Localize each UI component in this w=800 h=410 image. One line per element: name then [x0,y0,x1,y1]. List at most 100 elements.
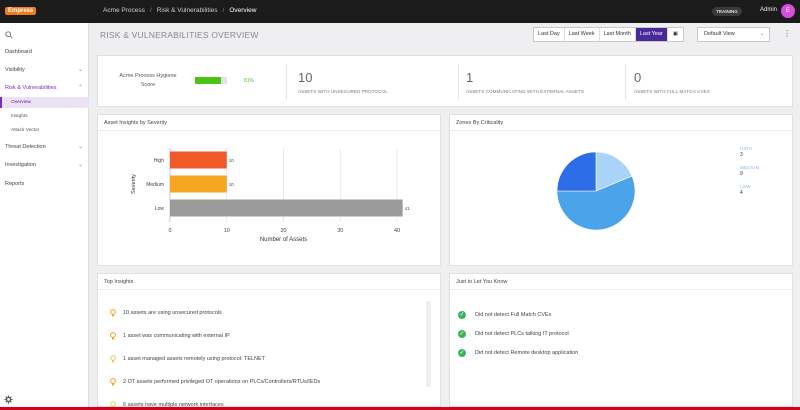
bar-low[interactable] [170,199,403,217]
legend-item-medium: MEDIUM 9 [740,165,759,177]
card-title: Top Insights [104,279,134,285]
x-axis-label: Number of Assets [260,237,307,243]
kpi-cves-value[interactable]: 0 [634,70,642,85]
kpi-external-value[interactable]: 1 [466,70,474,85]
legend-item-high: HIGH 3 [740,146,752,158]
sidebar-subitem-overview[interactable]: Overview [0,97,89,108]
view-select[interactable]: Default View ⌄ [697,27,770,42]
lightbulb-icon [110,378,116,386]
bar-value-label: 41 [405,206,411,211]
kpi-divider [286,64,287,100]
gear-icon[interactable] [4,395,13,404]
bar-high[interactable] [170,151,227,169]
kpi-cves-caption: ASSETS WITH FULL MATCH CVES [634,89,710,94]
chevron-down-icon: ⌄ [77,162,83,168]
legend-count: 3 [740,152,743,158]
range-last-month[interactable]: Last Month [600,28,636,41]
fyi-text: Did not detect Full Match CVEs [475,312,552,318]
sidebar-item-dashboard[interactable]: Dashboard [0,46,89,58]
check-circle-icon: ✓ [458,349,466,357]
date-range-selector: Last Day Last Week Last Month Last Year … [533,27,684,42]
breadcrumb-item[interactable]: Risk & Vulnerabilities [156,7,218,14]
kpi-unsecured-caption: ASSETS WITH UNSECURED PROTOCOL [298,89,388,94]
hygiene-score-label: Acme Process Hygiene Score [119,73,177,88]
sidebar-item-label: Threat Detection [5,144,46,150]
sidebar-item-reports[interactable]: Reports [0,178,89,190]
sidebar: Dashboard Visibility ⌄ Risk & Vulnerabili… [0,23,89,410]
kpi-divider [458,64,459,100]
app-logo[interactable]: Empress [5,7,37,15]
sidebar-item-label: Visibility [5,67,25,73]
x-tick-label: 20 [280,228,286,234]
page-title: RISK & VULNERABILITIES OVERVIEW [100,30,259,40]
range-last-year[interactable]: Last Year [635,28,668,41]
insight-text: 1 asset managed assets remotely using pr… [123,356,266,362]
x-tick-label: 0 [168,228,171,234]
chevron-down-icon: ⌄ [759,31,764,37]
search-icon[interactable] [5,31,13,39]
zones-pie-chart [556,151,636,231]
hygiene-progress-bar [195,77,227,84]
sidebar-subitem-attack-vector[interactable]: Attack Vector [11,128,40,133]
sidebar-item-visibility[interactable]: Visibility ⌄ [0,64,89,76]
calendar-icon[interactable]: ▣ [672,31,678,37]
card-title: Asset Insights by Severity [104,120,167,126]
severity-card: Asset Insights by Severity [97,114,441,266]
insight-text: 6 assets have multiple network interface… [123,402,224,408]
legend-count: 9 [740,171,743,177]
sidebar-item-risk-vulnerabilities[interactable]: Risk & Vulnerabilities ⌃ [0,82,89,94]
more-options-icon[interactable]: ⋮ [783,29,791,38]
legend-label: MEDIUM [740,165,760,170]
legend-label: HIGH [740,146,753,151]
bottom-accent-bar [0,407,800,410]
range-last-day[interactable]: Last Day [534,28,565,41]
insight-text: 2 OT assets performed privileged OT oper… [123,379,321,385]
sidebar-item-label: Reports [5,181,25,187]
user-name[interactable]: Admin [760,7,778,13]
insight-text: 1 asset was communicating with external … [123,333,230,339]
fyi-text: Did not detect PLCs talking IT protocol [475,331,569,337]
y-axis-label: Severity [131,174,137,194]
insight-text: 10 assets are using unsecured protocols [123,310,222,316]
bar-medium[interactable] [170,175,227,193]
legend-label: LOW [740,184,751,189]
kpi-unsecured-value[interactable]: 10 [298,70,313,85]
sidebar-item-label: Dashboard [5,49,32,55]
y-tick-label: Medium [146,182,164,188]
lightbulb-icon [110,309,116,317]
scrollbar[interactable] [426,301,431,387]
fyi-card: Just to Let You Know [449,273,793,407]
card-title: Just to Let You Know [456,279,508,285]
sidebar-item-threat-detection[interactable]: Threat Detection ⌄ [0,141,89,153]
hygiene-score-value: 81% [244,78,255,84]
kpi-external-caption: ASSETS COMMUNICATING WITH EXTERNAL ASSET… [466,89,585,94]
fyi-text: Did not detect Remote desktop applicatio… [475,350,579,356]
pie-slice-low[interactable] [556,151,597,192]
sidebar-subitem-insights[interactable]: Insights [11,114,28,119]
card-title: Zones By Criticality [456,120,504,126]
pie-slice-medium[interactable] [556,175,636,231]
chevron-up-icon: ⌃ [77,85,83,91]
avatar[interactable]: E [781,4,795,18]
x-tick-label: 30 [337,228,343,234]
lightbulb-icon [110,355,116,363]
breadcrumb: Acme Process / Risk & Vulnerabilities / Over… [103,7,257,14]
range-last-week[interactable]: Last Week [565,28,600,41]
y-tick-label: High [154,158,165,164]
sidebar-item-investigation[interactable]: Investigation ⌄ [0,159,89,171]
training-badge[interactable]: TRAINING [712,7,742,16]
legend-count: 4 [740,190,743,196]
top-bar: Empress Acme Process / Risk & Vulnerabilit… [0,0,800,23]
view-select-value: Default View [704,31,735,37]
x-tick-label: 10 [224,228,230,234]
lightbulb-icon [110,332,116,340]
pie-slice-high[interactable] [595,151,633,192]
breadcrumb-item[interactable]: Acme Process [103,7,145,14]
kpi-divider [625,64,626,100]
sidebar-item-label: Risk & Vulnerabilities [5,85,57,91]
chevron-down-icon: ⌄ [77,67,83,73]
breadcrumb-current: Overview [229,7,257,14]
check-circle-icon: ✓ [458,311,466,319]
legend-item-low: LOW 4 [740,184,751,196]
severity-bar-chart: 0 10 20 30 40 High 10 Medium 10 Low 41 Number of As… [131,148,411,243]
